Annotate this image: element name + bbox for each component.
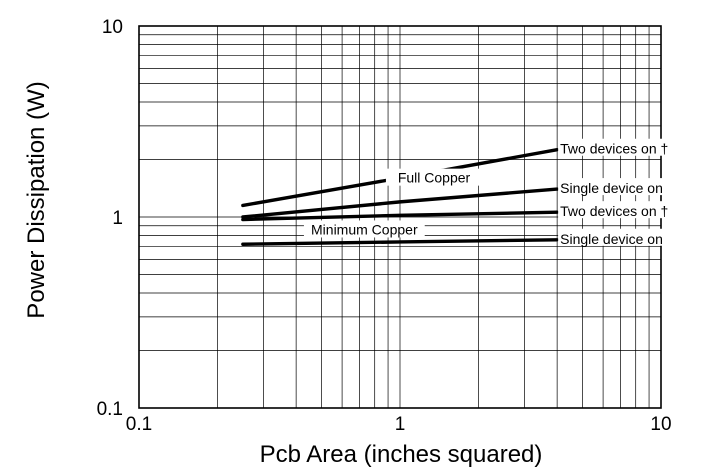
series-line <box>241 187 559 219</box>
series-lines <box>241 148 559 246</box>
annotation-label: Full Copper <box>398 170 471 186</box>
series-label-background <box>558 201 697 219</box>
series-line <box>241 238 559 246</box>
annotation-background <box>385 168 483 186</box>
x-tick-label: 0.1 <box>126 414 152 435</box>
series-name-label: Two devices on † <box>560 203 668 219</box>
x-tick-label: 1 <box>395 414 406 435</box>
series-label-background <box>558 178 697 196</box>
series-labels: Two devices on † Single device on Two devi… <box>303 138 697 247</box>
series-name-label: Two devices on † <box>560 141 668 157</box>
series-name-label: Single device on <box>560 231 663 247</box>
y-tick-label: 1 <box>112 208 123 229</box>
y-tick-label: 10 <box>102 17 123 38</box>
annotation-label: Minimum Copper <box>311 221 418 237</box>
y-axis-title: Power Dissipation (W) <box>23 81 50 318</box>
x-axis-title: Pcb Area (inches squared) <box>260 441 543 468</box>
x-tick-label: 10 <box>650 414 671 435</box>
series-label-background <box>558 138 697 156</box>
y-tick-label: 0.1 <box>97 399 123 420</box>
series-name-label: Single device on <box>560 180 663 196</box>
tick-labels: 0.1 1 10 0.1 1 10 <box>97 17 672 435</box>
series-label-background <box>558 228 697 246</box>
series-line <box>241 210 559 222</box>
annotation-background <box>303 220 425 238</box>
